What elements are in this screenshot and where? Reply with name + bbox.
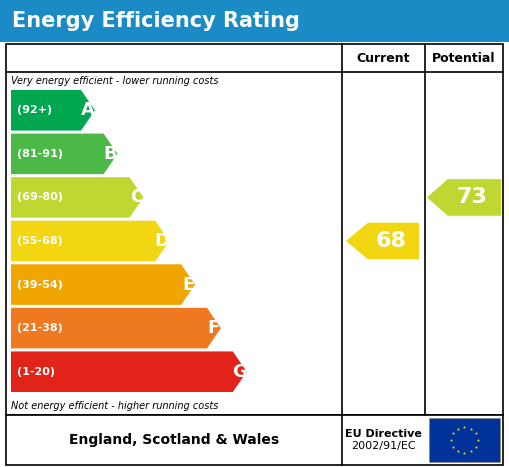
Text: (92+): (92+) [17, 105, 52, 115]
Polygon shape [11, 308, 221, 348]
Polygon shape [11, 134, 118, 174]
Text: Energy Efficiency Rating: Energy Efficiency Rating [12, 11, 300, 31]
Text: 73: 73 [457, 187, 487, 207]
Text: (21-38): (21-38) [17, 323, 63, 333]
Text: 2002/91/EC: 2002/91/EC [351, 441, 416, 451]
Text: G: G [232, 363, 247, 381]
Bar [6, 44, 503, 415]
Text: Not energy efficient - higher running costs: Not energy efficient - higher running co… [11, 401, 218, 411]
Polygon shape [11, 90, 95, 131]
Bar [0, 0, 509, 42]
Polygon shape [11, 177, 144, 218]
Polygon shape [427, 179, 501, 216]
Text: Potential: Potential [432, 51, 496, 64]
Bar [429, 418, 500, 462]
Polygon shape [11, 352, 247, 392]
Text: C: C [130, 188, 143, 206]
Text: (69-80): (69-80) [17, 192, 63, 202]
Text: EU Directive: EU Directive [345, 429, 422, 439]
Text: E: E [182, 276, 194, 294]
Text: 68: 68 [376, 231, 406, 251]
Bar [6, 415, 503, 465]
Polygon shape [11, 221, 169, 261]
Text: (1-20): (1-20) [17, 367, 55, 377]
Text: (55-68): (55-68) [17, 236, 63, 246]
Text: Very energy efficient - lower running costs: Very energy efficient - lower running co… [11, 76, 218, 86]
Text: F: F [208, 319, 220, 337]
Text: D: D [155, 232, 170, 250]
Text: A: A [81, 101, 95, 119]
Text: (81-91): (81-91) [17, 149, 63, 159]
Polygon shape [346, 223, 419, 259]
Polygon shape [11, 264, 195, 305]
Text: B: B [104, 145, 118, 163]
Text: (39-54): (39-54) [17, 280, 63, 290]
Text: England, Scotland & Wales: England, Scotland & Wales [69, 433, 279, 447]
Text: Current: Current [357, 51, 410, 64]
